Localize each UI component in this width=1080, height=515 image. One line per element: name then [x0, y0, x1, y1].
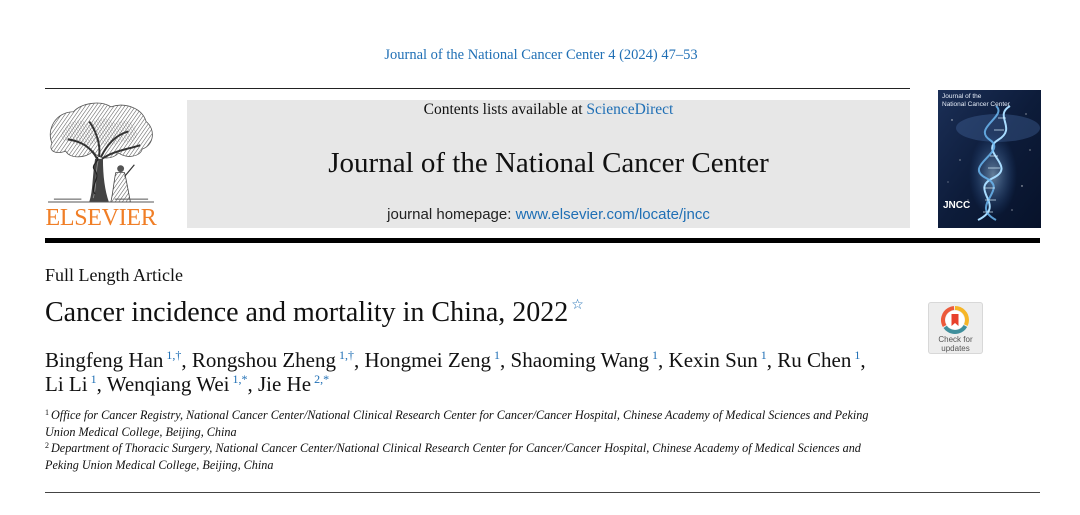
- running-header: Journal of the National Cancer Center 4 …: [384, 47, 698, 63]
- author-name: Shaoming Wang: [510, 348, 650, 372]
- affiliation-2-continued: Peking Union Medical College, Beijing, C…: [45, 457, 868, 474]
- author-name: Li Li: [45, 372, 88, 396]
- author-separator: ,: [860, 348, 866, 372]
- cover-title-line: National Cancer Center: [942, 100, 1010, 108]
- check-for-updates-line: updates: [941, 343, 970, 353]
- author-name: Rongshou Zheng: [191, 348, 336, 372]
- affiliation-text: Union Medical College, Beijing, China: [45, 424, 237, 439]
- author: Bingfeng Han 1,†,: [45, 348, 187, 372]
- author-separator: ,: [247, 372, 253, 396]
- check-for-updates-line: Check for: [938, 335, 973, 344]
- author: Ru Chen 1,: [777, 348, 865, 372]
- journal-homepage: journal homepage: www.elsevier.com/locat…: [187, 206, 910, 224]
- cover-title-line: Journal of the: [942, 93, 982, 100]
- check-for-updates-badge[interactable]: Check for updates: [928, 302, 983, 354]
- author: Kexin Sun 1,: [669, 348, 773, 372]
- affiliation-number: 1: [45, 408, 49, 417]
- affiliation-text: Peking Union Medical College, Beijing, C…: [45, 457, 274, 472]
- author-line: Bingfeng Han 1,†, Rongshou Zheng 1,†, Hong…: [45, 348, 866, 372]
- author-affiliation-ref[interactable]: 1,†: [338, 348, 354, 362]
- article-title-text: Cancer incidence and mortality in China,…: [45, 297, 569, 328]
- author-affiliation-ref[interactable]: 1: [652, 348, 659, 362]
- crossmark-icon: [941, 306, 969, 334]
- article-title: Cancer incidence and mortality in China,…: [45, 296, 584, 334]
- author-name: Kexin Sun: [668, 348, 758, 372]
- author-name: Jie He: [257, 372, 312, 396]
- journal-title: Journal of the National Cancer Center: [328, 147, 769, 179]
- author-name: Hongmei Zeng: [364, 348, 492, 372]
- affiliation-2: 2 Department of Thoracic Surgery, Nationa…: [45, 440, 868, 457]
- affiliation-text: Office for Cancer Registry, National Can…: [51, 408, 869, 422]
- author-affiliation-ref[interactable]: 1: [760, 348, 767, 362]
- author-separator: ,: [181, 348, 187, 372]
- cover-title: Journal of the National Cancer Center: [942, 93, 1010, 108]
- author-list: Bingfeng Han 1,†, Rongshou Zheng 1,†, Hong…: [45, 348, 866, 396]
- author-affiliation-ref[interactable]: 1: [854, 348, 861, 362]
- author-separator: ,: [766, 348, 773, 372]
- header-rule: [45, 88, 910, 89]
- affiliation-text: Department of Thoracic Surgery, National…: [51, 441, 861, 455]
- journal-cover-image: Journal of the National Cancer Center JN…: [938, 90, 1041, 228]
- cover-abbreviation: JNCC: [943, 200, 971, 211]
- section-rule: [45, 492, 1040, 493]
- contents-availability: Contents lists available at ScienceDirec…: [187, 101, 910, 119]
- homepage-label: journal homepage:: [387, 206, 512, 223]
- author: Li Li 1,: [45, 372, 102, 396]
- author-affiliation-ref[interactable]: 1,*: [232, 372, 248, 386]
- author: Shaoming Wang 1,: [511, 348, 664, 372]
- author: Hongmei Zeng 1,: [364, 348, 505, 372]
- elsevier-tree-icon: [48, 102, 154, 203]
- author-name: Wenqiang Wei: [106, 372, 230, 396]
- publisher-logo: ELSEVIER: [45, 100, 157, 231]
- author-affiliation-ref[interactable]: 1: [494, 348, 501, 362]
- author: Rongshou Zheng 1,†,: [192, 348, 359, 372]
- check-for-updates-label: Check for updates: [928, 335, 983, 353]
- contents-prefix: Contents lists available at: [423, 101, 583, 118]
- author-line: Li Li 1, Wenqiang Wei 1,*, Jie He 2,*: [45, 372, 866, 396]
- affiliations: 1 Office for Cancer Registry, National Ca…: [45, 407, 868, 473]
- author-affiliation-ref[interactable]: 1: [90, 372, 97, 386]
- author: Jie He 2,*: [258, 372, 329, 396]
- author: Wenqiang Wei 1,*,: [107, 372, 253, 396]
- author-name: Bingfeng Han: [45, 348, 164, 372]
- affiliation-1-continued: Union Medical College, Beijing, China: [45, 424, 868, 441]
- publisher-logo-text: ELSEVIER: [45, 205, 157, 231]
- affiliation-number: 2: [45, 441, 49, 450]
- masthead-rule: [45, 238, 1040, 243]
- author-name: Ru Chen: [777, 348, 852, 372]
- author-separator: ,: [500, 348, 506, 372]
- author-separator: ,: [658, 348, 664, 372]
- cover-artwork: [938, 90, 1041, 228]
- star-icon[interactable]: ☆: [571, 297, 584, 313]
- author-affiliation-ref[interactable]: 2,*: [314, 372, 330, 386]
- journal-masthead: Contents lists available at ScienceDirec…: [187, 100, 910, 228]
- affiliation-1: 1 Office for Cancer Registry, National Ca…: [45, 407, 868, 424]
- author-separator: ,: [96, 372, 102, 396]
- homepage-link[interactable]: www.elsevier.com/locate/jncc: [515, 206, 710, 223]
- sciencedirect-link[interactable]: ScienceDirect: [586, 101, 674, 118]
- article-type: Full Length Article: [45, 265, 183, 285]
- author-affiliation-ref[interactable]: 1,†: [166, 348, 182, 362]
- author-separator: ,: [353, 348, 360, 372]
